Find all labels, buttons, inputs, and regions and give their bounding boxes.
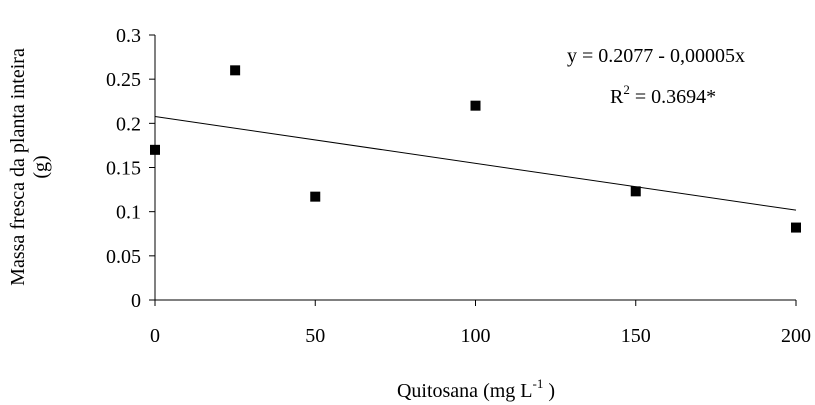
y-tick-label: 0.2 (116, 113, 141, 135)
x-tick-label: 0 (150, 325, 160, 347)
trendline-group (154, 116, 797, 211)
y-tick-label: 0.25 (106, 69, 141, 91)
ticks: 0 0.05 0.1 0.15 0.2 0.25 0.3 0 50 100 150 200 (106, 25, 811, 347)
y-tick-label: 0.15 (106, 158, 141, 180)
data-point (791, 222, 801, 233)
x-tick-label: 100 (461, 325, 491, 347)
data-point (150, 144, 160, 155)
data-point (470, 100, 481, 111)
data-point (230, 65, 241, 76)
y-axis-label-line2: (g) (30, 155, 52, 178)
axes (154, 35, 796, 301)
y-axis-label-line1: Massa fresca da planta inteira (7, 48, 29, 286)
x-tick-label: 200 (781, 325, 811, 347)
data-point (630, 186, 641, 197)
y-tick-label: 0 (131, 290, 141, 312)
r-squared-label: R2 = 0.3694* (610, 82, 716, 108)
trend-line (154, 116, 797, 211)
regression-equation: y = 0.2077 - 0,00005x (567, 45, 745, 67)
x-tick-label: 50 (305, 325, 325, 347)
y-tick-label: 0.3 (116, 25, 141, 47)
data-point (310, 191, 321, 202)
y-tick-label: 0.05 (106, 246, 141, 268)
x-axis-label: Quitosana (mg L-1 ) (397, 376, 555, 402)
data-points (150, 65, 801, 233)
y-axis-label: Massa fresca da planta inteira (g) (7, 48, 52, 286)
x-tick-label: 150 (621, 325, 651, 347)
y-tick-label: 0.1 (116, 202, 141, 224)
